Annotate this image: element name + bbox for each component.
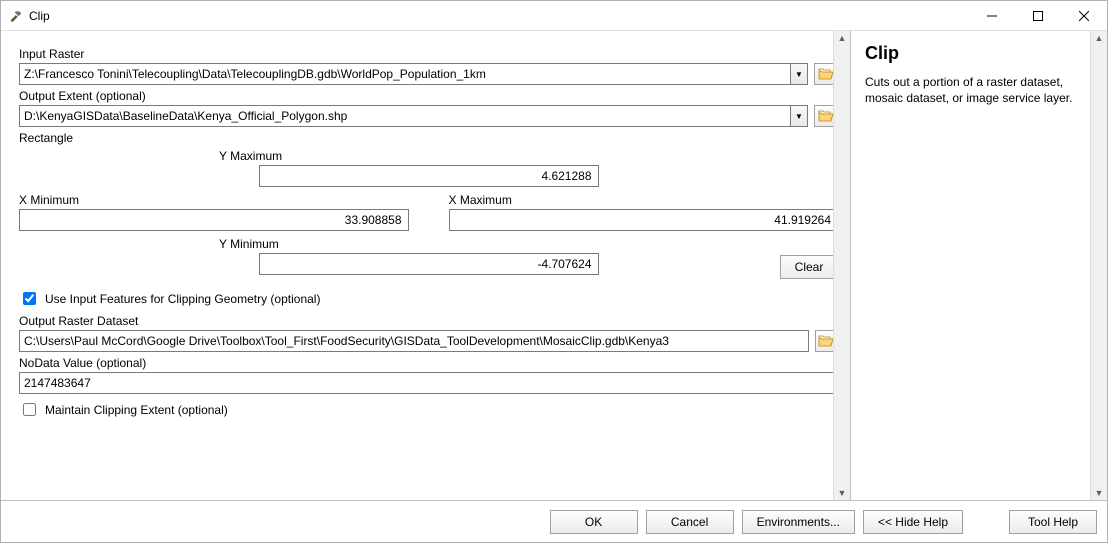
- form-panel: Input Raster ▼ Output Extent (optional): [1, 31, 851, 500]
- folder-open-icon: [818, 334, 834, 348]
- help-title: Clip: [865, 43, 1093, 64]
- scroll-down-icon: ▼: [838, 488, 847, 498]
- y-min-label: Y Minimum: [19, 237, 279, 251]
- titlebar: Clip: [1, 1, 1107, 31]
- x-max-label: X Maximum: [449, 193, 839, 207]
- use-features-checkbox[interactable]: [23, 292, 36, 305]
- scrollbar[interactable]: ▲ ▼: [833, 31, 850, 500]
- output-extent-dropdown[interactable]: ▼: [790, 105, 808, 127]
- ok-button[interactable]: OK: [550, 510, 638, 534]
- minimize-button[interactable]: [969, 1, 1015, 31]
- maintain-extent-label: Maintain Clipping Extent (optional): [45, 403, 228, 417]
- x-max-field[interactable]: [449, 209, 839, 231]
- maximize-button[interactable]: [1015, 1, 1061, 31]
- rectangle-label: Rectangle: [19, 131, 838, 145]
- folder-open-icon: [818, 109, 834, 123]
- hammer-icon: [7, 8, 23, 24]
- environments-button[interactable]: Environments...: [742, 510, 855, 534]
- y-min-field[interactable]: [259, 253, 599, 275]
- use-features-label: Use Input Features for Clipping Geometry…: [45, 292, 320, 306]
- input-raster-field[interactable]: [19, 63, 790, 85]
- input-raster-label: Input Raster: [19, 47, 838, 61]
- footer: OK Cancel Environments... << Hide Help T…: [1, 500, 1107, 542]
- help-body: Cuts out a portion of a raster dataset, …: [865, 74, 1093, 106]
- cancel-button[interactable]: Cancel: [646, 510, 734, 534]
- output-raster-field[interactable]: [19, 330, 809, 352]
- folder-open-icon: [818, 67, 834, 81]
- x-min-field[interactable]: [19, 209, 409, 231]
- help-panel: Clip Cuts out a portion of a raster data…: [851, 31, 1107, 500]
- window-title: Clip: [29, 9, 50, 23]
- input-raster-dropdown[interactable]: ▼: [790, 63, 808, 85]
- help-scrollbar[interactable]: ▲ ▼: [1090, 31, 1107, 500]
- close-button[interactable]: [1061, 1, 1107, 31]
- scroll-up-icon: ▲: [1095, 33, 1104, 43]
- maintain-extent-checkbox[interactable]: [23, 403, 36, 416]
- nodata-field[interactable]: [19, 372, 838, 394]
- tool-help-button[interactable]: Tool Help: [1009, 510, 1097, 534]
- x-min-label: X Minimum: [19, 193, 409, 207]
- scroll-up-icon: ▲: [838, 33, 847, 43]
- output-raster-label: Output Raster Dataset: [19, 314, 838, 328]
- scroll-down-icon: ▼: [1095, 488, 1104, 498]
- output-extent-label: Output Extent (optional): [19, 89, 838, 103]
- output-extent-field[interactable]: [19, 105, 790, 127]
- y-max-field[interactable]: [259, 165, 599, 187]
- clear-button[interactable]: Clear: [780, 255, 838, 279]
- nodata-label: NoData Value (optional): [19, 356, 838, 370]
- y-max-label: Y Maximum: [19, 149, 282, 163]
- hide-help-button[interactable]: << Hide Help: [863, 510, 963, 534]
